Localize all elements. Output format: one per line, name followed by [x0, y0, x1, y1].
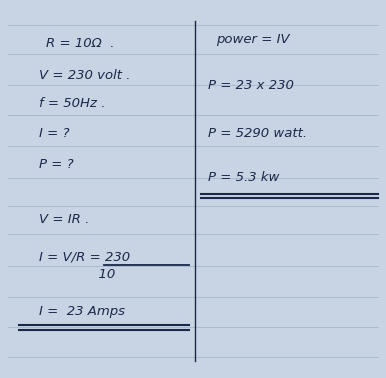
Text: P = 23 x 230: P = 23 x 230 — [208, 79, 294, 91]
Text: I = ?: I = ? — [39, 127, 69, 139]
Text: P = 5290 watt.: P = 5290 watt. — [208, 127, 308, 139]
Text: power = IV: power = IV — [216, 33, 290, 46]
Text: V = IR .: V = IR . — [39, 213, 89, 226]
Text: 10: 10 — [39, 268, 115, 280]
Text: P = 5.3 kw: P = 5.3 kw — [208, 171, 280, 184]
Text: f = 50Hz .: f = 50Hz . — [39, 98, 105, 110]
Text: R = 10Ω  .: R = 10Ω . — [46, 37, 115, 50]
Text: I = V/R = 230: I = V/R = 230 — [39, 251, 130, 263]
Text: V = 230 volt .: V = 230 volt . — [39, 69, 130, 82]
Text: I =  23 Amps: I = 23 Amps — [39, 305, 125, 318]
Text: P = ?: P = ? — [39, 158, 73, 171]
